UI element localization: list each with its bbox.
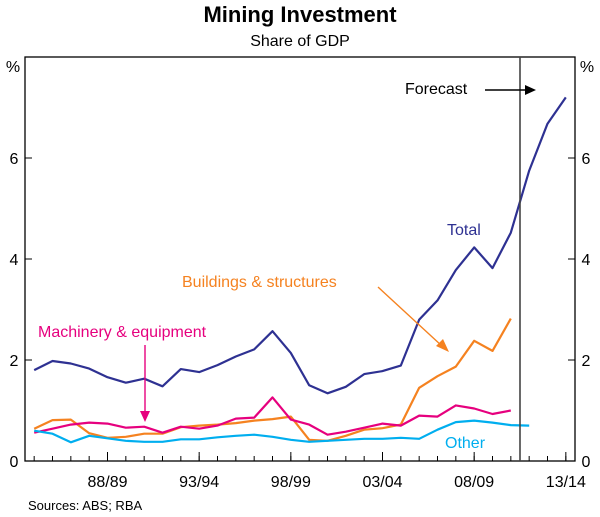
label-other: Other (445, 435, 486, 452)
plot-frame (24, 56, 576, 462)
series-machinery-equipment-line (33, 396, 512, 436)
series-total-line (33, 96, 567, 395)
series-lines (33, 96, 567, 444)
x-tick-label: 93/94 (179, 474, 219, 491)
forecast-arrow (485, 85, 536, 95)
label-total: Total (447, 222, 481, 239)
chart-subtitle: Share of GDP (250, 33, 350, 50)
y-tick-label-left: 0 (10, 454, 19, 471)
y-axis-unit-right: % (580, 59, 594, 76)
y-tick-label-left: 4 (10, 252, 19, 269)
arrow-buildings-structures (377, 286, 449, 352)
y-tick-label-left: 2 (10, 353, 19, 370)
series-other-line (34, 419, 530, 444)
forecast-label: Forecast (405, 81, 468, 98)
x-tick-label: 88/89 (87, 474, 127, 491)
y-tick-label-right: 2 (582, 353, 591, 370)
label-buildings-structures: Buildings & structures (182, 274, 337, 291)
axis-ticks: 0 0 2 2 4 4 6 6 88/89 93/94 98/99 03/04 08/09 13/14 (10, 151, 591, 491)
series-buildings-structures-line (33, 318, 512, 442)
arrow-machinery-equipment (140, 345, 150, 422)
x-tick-label: 08/09 (454, 474, 494, 491)
y-tick-label-right: 0 (582, 454, 591, 471)
chart-title: Mining Investment (203, 2, 397, 27)
y-axis-unit-left: % (6, 59, 20, 76)
x-tick-label: 03/04 (362, 474, 402, 491)
y-tick-label-right: 6 (582, 151, 591, 168)
x-tick-label: 13/14 (546, 474, 586, 491)
y-tick-label-right: 4 (582, 252, 591, 269)
source-note: Sources: ABS; RBA (28, 498, 142, 513)
label-machinery-equipment: Machinery & equipment (38, 324, 207, 341)
x-tick-label: 98/99 (271, 474, 311, 491)
y-tick-label-left: 6 (10, 151, 19, 168)
